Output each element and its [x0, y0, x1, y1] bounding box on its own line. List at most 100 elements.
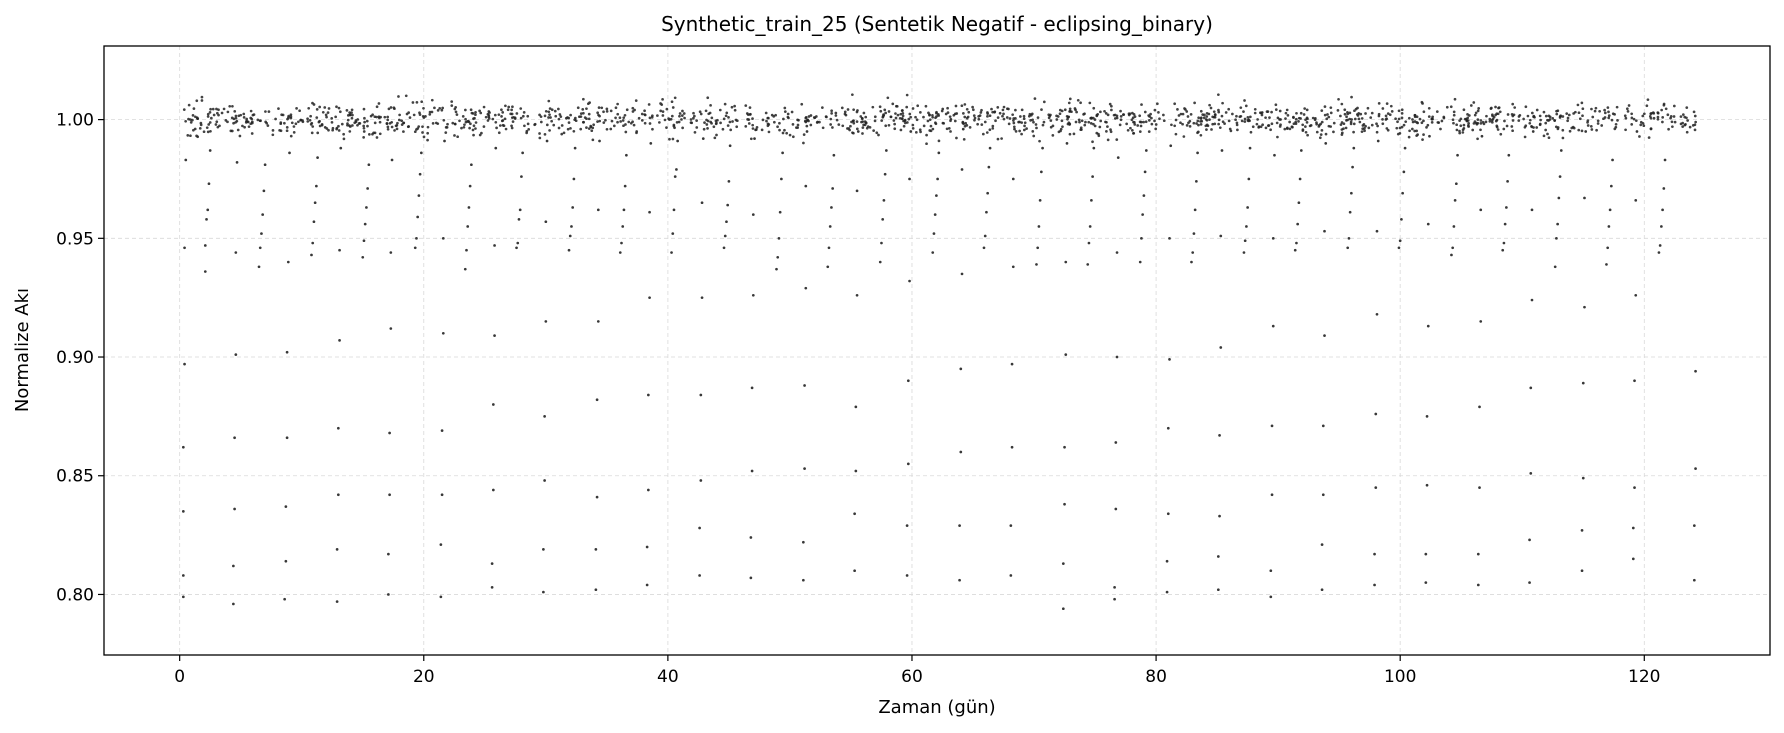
data-point [1246, 116, 1250, 119]
data-point [1109, 130, 1113, 134]
data-point [1162, 113, 1165, 117]
data-point [1645, 104, 1649, 108]
data-point [1255, 122, 1259, 126]
data-point [914, 130, 918, 134]
data-point [1590, 128, 1594, 131]
data-point [340, 122, 344, 126]
data-point [208, 110, 212, 114]
data-point [472, 133, 475, 137]
data-point [1119, 109, 1122, 113]
data-point [900, 109, 904, 112]
data-point [735, 125, 739, 129]
data-point [1113, 597, 1116, 601]
data-point [1001, 114, 1004, 118]
data-point [235, 160, 239, 164]
data-point [1634, 119, 1638, 123]
data-point [961, 121, 965, 125]
data-point [727, 179, 731, 183]
data-point [515, 112, 519, 115]
data-point [1332, 130, 1335, 134]
data-point [510, 124, 513, 128]
data-point [1389, 104, 1393, 108]
data-point [324, 113, 328, 117]
data-point [1305, 116, 1309, 120]
data-point [284, 505, 288, 508]
data-point [980, 123, 984, 126]
data-point [830, 112, 834, 115]
data-point [1216, 588, 1220, 592]
data-point [371, 132, 374, 136]
data-point [1511, 102, 1515, 106]
data-point [215, 120, 219, 124]
data-point [1400, 108, 1404, 112]
data-point [1558, 175, 1562, 178]
data-point [498, 124, 502, 127]
data-point [1213, 115, 1217, 119]
data-point [200, 95, 204, 99]
data-point [1196, 131, 1199, 135]
data-point [1397, 117, 1401, 121]
data-point [211, 107, 215, 111]
data-point [746, 113, 750, 116]
data-point [788, 133, 792, 137]
data-point [234, 251, 238, 254]
data-point [315, 116, 319, 119]
data-point [1140, 103, 1143, 106]
data-point [682, 112, 686, 115]
data-point [818, 120, 821, 124]
data-point [539, 120, 543, 124]
data-point [338, 110, 342, 114]
data-point [1375, 312, 1379, 316]
data-point [383, 115, 387, 119]
data-point [598, 119, 602, 123]
data-point [922, 124, 926, 128]
data-point [501, 110, 505, 114]
data-point [1020, 108, 1024, 112]
data-point [549, 116, 552, 119]
data-point [1548, 115, 1552, 119]
data-point [1430, 117, 1434, 121]
data-point [982, 246, 986, 250]
data-point [207, 182, 211, 186]
data-point [594, 588, 598, 592]
data-point [661, 114, 665, 117]
data-point [553, 109, 557, 113]
data-point [1666, 113, 1670, 117]
data-point [1557, 196, 1561, 200]
data-point [1611, 112, 1615, 116]
data-point [1672, 104, 1676, 108]
data-point [707, 112, 711, 116]
data-point [749, 112, 752, 116]
data-point [545, 139, 549, 143]
data-point [1580, 529, 1584, 532]
x-axis-ticks: 0 20 40 60 80 100 120 [174, 655, 1661, 687]
data-point [1400, 116, 1404, 120]
data-point [730, 105, 734, 109]
data-point [931, 251, 935, 254]
data-point [860, 120, 863, 124]
data-point [527, 127, 531, 131]
data-point [194, 115, 197, 119]
data-point [1320, 543, 1324, 546]
data-point [1229, 129, 1233, 133]
data-point [1510, 113, 1514, 116]
data-point [1294, 122, 1298, 126]
data-point [887, 123, 891, 127]
data-point [815, 121, 819, 124]
data-point [880, 241, 883, 245]
data-point [574, 119, 578, 123]
data-point [297, 120, 300, 124]
data-point [1530, 208, 1534, 212]
data-point [796, 123, 800, 127]
data-point [203, 244, 207, 247]
data-point [1489, 107, 1493, 111]
data-point [1259, 125, 1263, 129]
data-point [362, 135, 365, 139]
data-point [829, 123, 833, 126]
data-point [206, 130, 210, 134]
data-point [327, 107, 331, 110]
data-point [440, 493, 444, 497]
data-point [863, 123, 867, 127]
data-point [1656, 115, 1660, 119]
data-point [1499, 132, 1503, 136]
